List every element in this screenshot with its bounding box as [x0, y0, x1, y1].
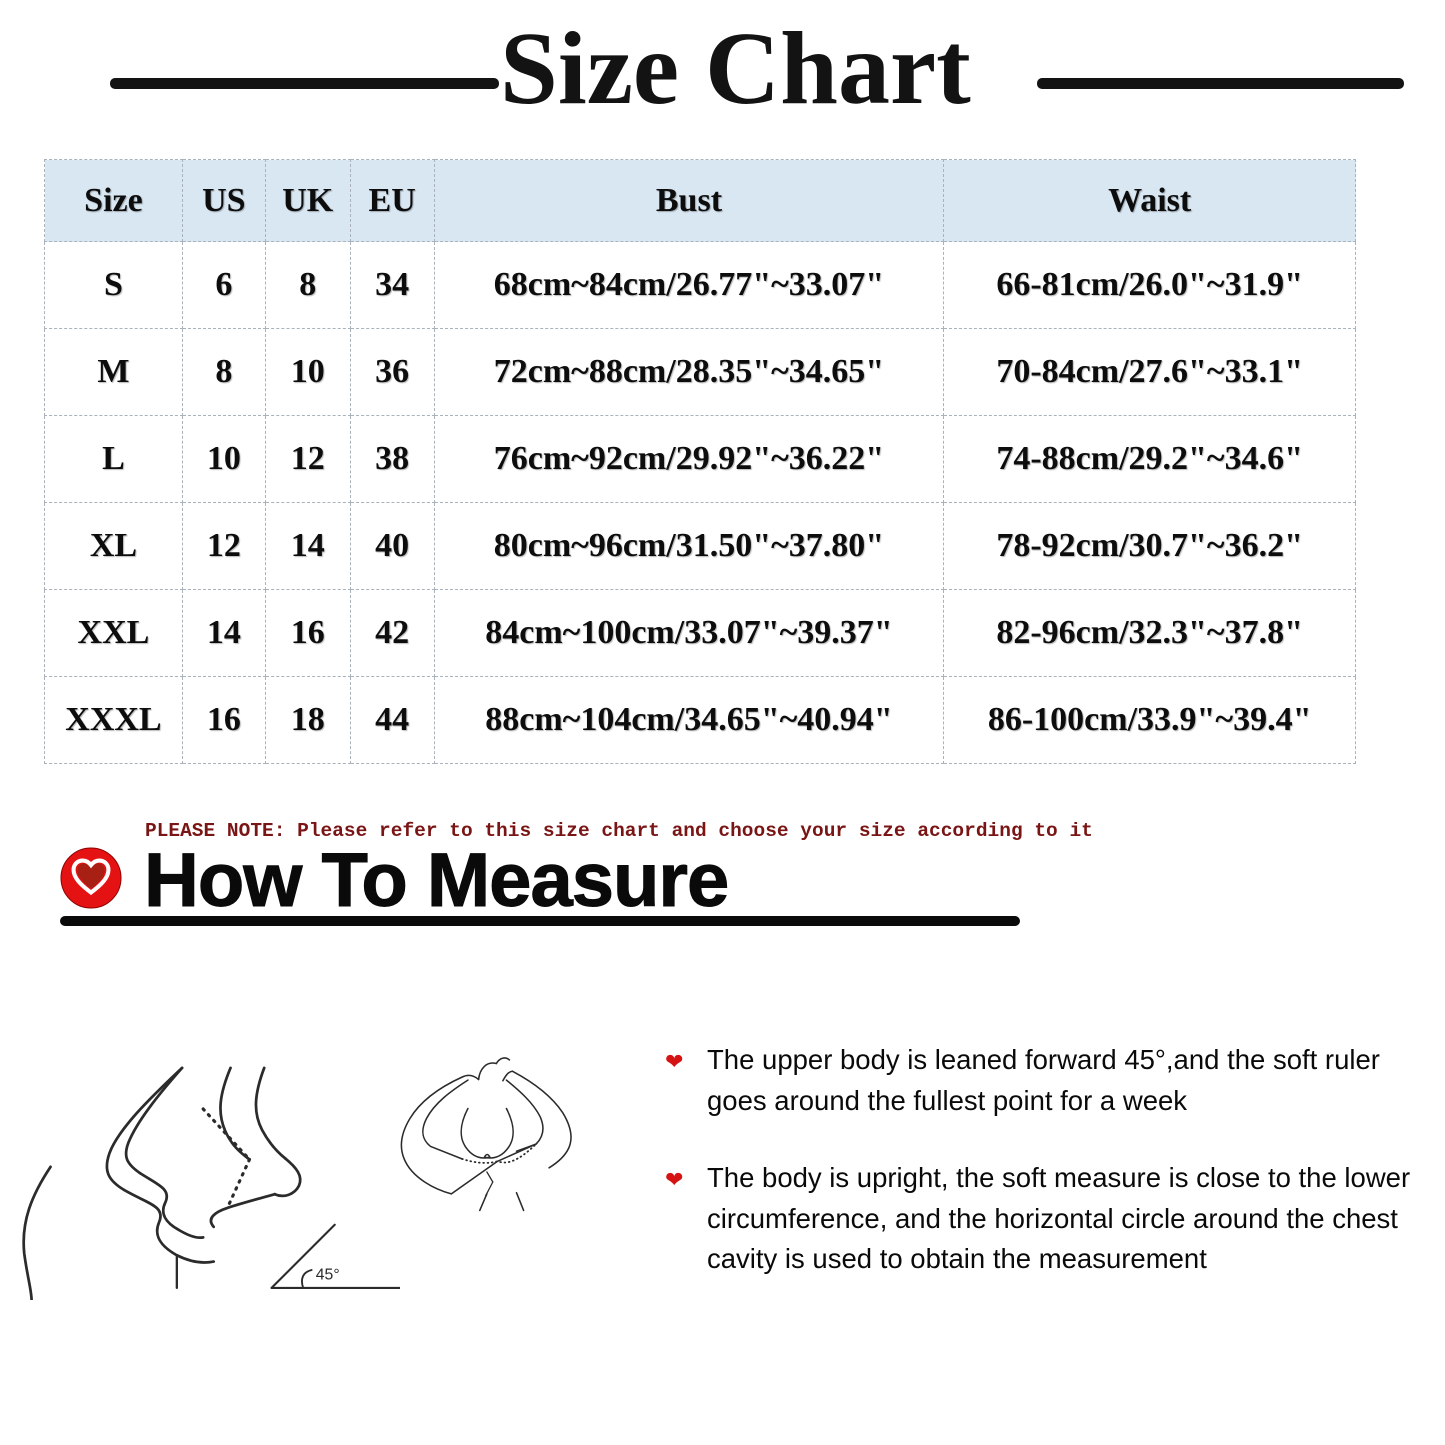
svg-text:45°: 45°: [316, 1266, 340, 1283]
